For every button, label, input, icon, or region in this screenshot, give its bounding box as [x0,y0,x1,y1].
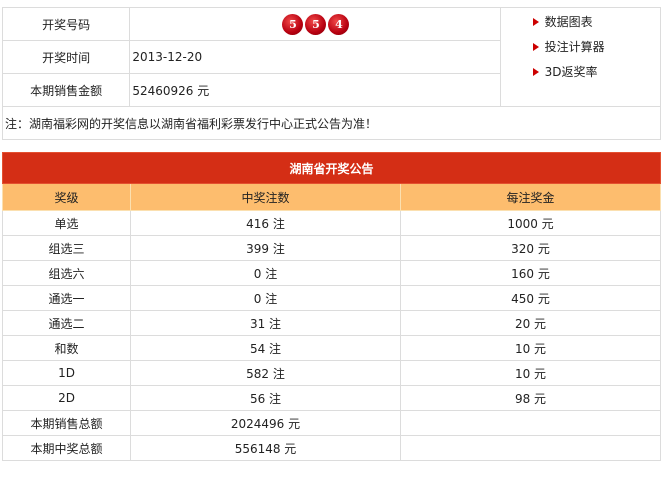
table-row: 通选一 0 注 450 元 [2,285,661,311]
link-3d-return-rate[interactable]: 3D返奖率 [532,62,660,87]
prize-amount: 160 元 [400,260,661,286]
prize-amount: 98 元 [400,385,661,411]
prize-level: 单选 [2,210,131,236]
arrow-icon [532,18,539,26]
prize-amount: 450 元 [400,285,661,311]
prize-level: 组选六 [2,260,131,286]
prize-level: 通选二 [2,310,131,336]
draw-date: 2013-12-20 [129,40,501,74]
winner-count: 54 注 [130,335,401,361]
link-label: 3D返奖率 [544,65,598,79]
quick-links: 数据图表 投注计算器 3D返奖率 [499,7,662,107]
prize-level: 和数 [2,335,131,361]
header-winners: 中奖注数 [130,183,401,211]
arrow-icon [532,68,539,76]
prize-amount: 20 元 [400,310,661,336]
number-ball: 5 [282,13,304,35]
sales-label: 本期销售金额 [1,73,131,107]
table-row: 组选三 399 注 320 元 [2,235,661,261]
link-label: 数据图表 [544,15,593,29]
winner-count: 399 注 [130,235,401,261]
winner-count: 0 注 [130,285,401,311]
prize-level: 通选一 [2,285,131,311]
winner-count: 0 注 [130,260,401,286]
date-label: 开奖时间 [1,40,131,74]
prize-level: 组选三 [2,235,131,261]
table-row: 和数 54 注 10 元 [2,335,661,361]
total-sales: 2024496 元 [130,410,401,436]
prize-amount: 1000 元 [400,210,661,236]
empty-cell [400,435,661,461]
announcement-title: 湖南省开奖公告 [2,152,661,184]
winner-count: 416 注 [130,210,401,236]
table-row: 组选六 0 注 160 元 [2,260,661,286]
header-level: 奖级 [2,183,131,211]
winner-count: 56 注 [130,385,401,411]
table-row: 2D 56 注 98 元 [2,385,661,411]
link-data-charts[interactable]: 数据图表 [532,12,660,37]
empty-cell [400,410,661,436]
prize-level: 1D [2,360,131,386]
table-row: 单选 416 注 1000 元 [2,210,661,236]
number-ball: 4 [328,13,350,35]
total-sales-label: 本期销售总额 [2,410,131,436]
prize-announcement-table: 湖南省开奖公告 奖级 中奖注数 每注奖金 单选 416 注 1000 元组选三 399… [2,152,661,461]
number-label: 开奖号码 [1,7,131,41]
table-row: 1D 582 注 10 元 [2,360,661,386]
header-prize: 每注奖金 [400,183,661,211]
number-ball: 5 [305,13,327,35]
prize-amount: 320 元 [400,235,661,261]
total-prize-label: 本期中奖总额 [2,435,131,461]
disclaimer-note: 注：湖南福彩网的开奖信息以湖南省福利彩票发行中心正式公告为准！ [2,106,661,140]
winner-count: 582 注 [130,360,401,386]
prize-level: 2D [2,385,131,411]
winner-count: 31 注 [130,310,401,336]
link-bet-calculator[interactable]: 投注计算器 [532,37,660,62]
prize-amount: 10 元 [400,335,661,361]
link-label: 投注计算器 [544,40,605,54]
prize-amount: 10 元 [400,360,661,386]
table-row: 通选二 31 注 20 元 [2,310,661,336]
total-prize: 556148 元 [130,435,401,461]
sales-amount: 52460926 元 [129,73,501,107]
arrow-icon [532,43,539,51]
